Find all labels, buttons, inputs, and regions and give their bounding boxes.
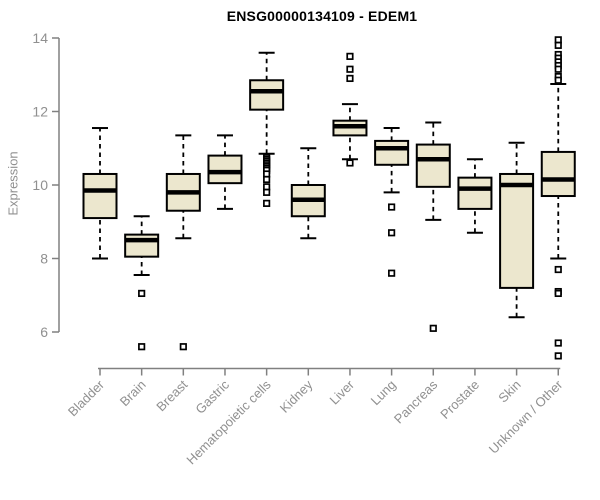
outlier-point [263, 175, 271, 184]
y-tick-label: 12 [32, 104, 48, 120]
iqr-box [540, 150, 576, 198]
iqr-box [457, 176, 493, 210]
x-tick-label: Skin [495, 377, 523, 405]
x-tick-label: Bladder [65, 377, 108, 420]
outlier-point [263, 188, 271, 196]
boxplot-prostate [457, 158, 493, 234]
boxplot-skin [499, 141, 535, 319]
outlier-point [554, 265, 562, 274]
boxplot-bladder [82, 127, 118, 260]
x-tick-label: Unknown / Other [486, 377, 566, 457]
outlier-point [554, 352, 562, 360]
outlier-point [179, 343, 187, 351]
outlier-point [554, 289, 562, 298]
x-tick-label: Prostate [437, 377, 482, 422]
x-tick-label: Liver [327, 377, 358, 408]
y-tick-label: 14 [32, 30, 48, 46]
boxplot-unknown-other [540, 36, 576, 360]
outlier-point [554, 76, 562, 84]
iqr-box [374, 139, 410, 166]
iqr-box [499, 172, 535, 289]
iqr-box [415, 143, 451, 188]
outlier-point [138, 343, 146, 351]
outlier-point [429, 324, 437, 332]
y-tick-label: 10 [32, 177, 48, 193]
x-tick-label: Kidney [277, 377, 316, 416]
boxplot-pancreas [415, 121, 451, 332]
outlier-point [346, 65, 354, 73]
outlier-point [346, 74, 354, 83]
outlier-point [388, 203, 396, 211]
outlier-point [346, 52, 354, 60]
outlier-point [388, 229, 396, 237]
boxplot-gastric [207, 134, 243, 210]
iqr-box [82, 172, 118, 220]
boxplot-brain [124, 215, 160, 351]
boxplot-liver [332, 52, 368, 167]
outlier-point [346, 159, 354, 167]
outlier-point [138, 289, 146, 298]
y-tick-label: 8 [40, 251, 48, 267]
x-tick-label: Gastric [192, 377, 232, 417]
outlier-point [554, 65, 562, 73]
boxplot-breast [165, 134, 201, 351]
x-tick-label: Brain [117, 377, 149, 409]
boxplot-kidney [290, 147, 326, 240]
y-tick-label: 6 [40, 324, 48, 340]
outlier-point [554, 339, 562, 347]
x-tick-label: Pancreas [391, 377, 441, 427]
x-tick-label: Breast [153, 377, 190, 414]
boxplot-lung [374, 127, 410, 277]
outlier-point [554, 41, 562, 49]
outlier-point [388, 269, 396, 277]
boxplot-hematopoietic-cells [249, 51, 285, 207]
iqr-box [207, 154, 243, 185]
outlier-point [263, 199, 271, 207]
x-tick-label: Lung [368, 377, 399, 408]
chart-title: ENSG00000134109 - EDEM1 [226, 8, 418, 24]
iqr-box [249, 79, 285, 111]
